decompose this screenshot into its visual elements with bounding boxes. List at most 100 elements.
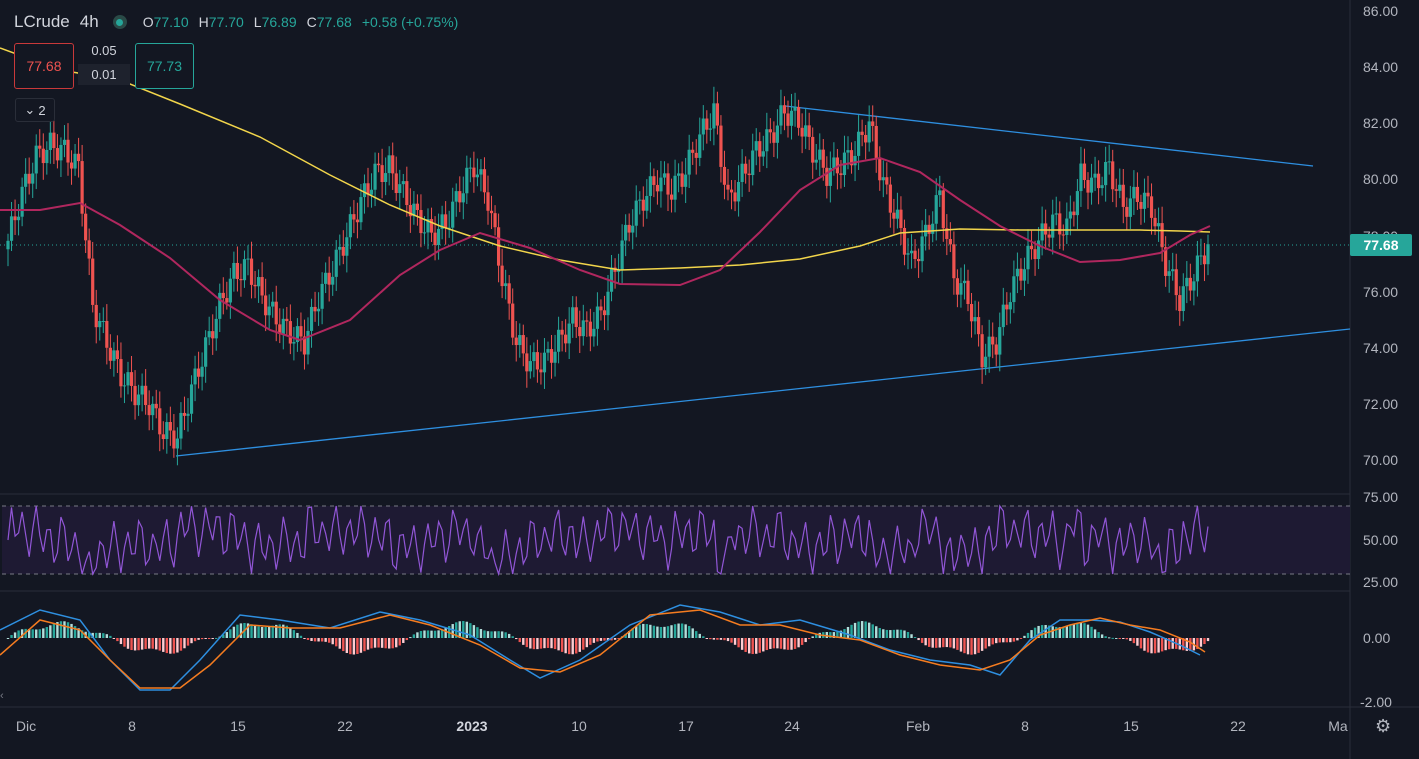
candle-body[interactable] xyxy=(239,278,243,281)
candle-body[interactable] xyxy=(306,330,310,355)
candle-body[interactable] xyxy=(235,262,240,279)
candle-body[interactable] xyxy=(80,161,84,214)
candle-body[interactable] xyxy=(620,240,624,270)
candle-body[interactable] xyxy=(161,434,165,440)
candle-body[interactable] xyxy=(66,139,70,163)
candle-body[interactable] xyxy=(1107,161,1111,163)
candle-body[interactable] xyxy=(327,272,331,285)
candle-body[interactable] xyxy=(581,320,585,337)
candle-body[interactable] xyxy=(299,326,303,337)
candle-body[interactable] xyxy=(1096,173,1101,189)
candle-body[interactable] xyxy=(708,128,712,130)
candle-body[interactable] xyxy=(585,320,589,322)
candle-body[interactable] xyxy=(878,158,882,181)
candle-body[interactable] xyxy=(1192,281,1196,291)
candle-body[interactable] xyxy=(705,118,709,130)
candle-body[interactable] xyxy=(1022,269,1027,281)
candle-body[interactable] xyxy=(87,240,91,259)
candle-body[interactable] xyxy=(535,352,540,370)
candle-body[interactable] xyxy=(920,236,924,262)
candle-body[interactable] xyxy=(256,277,261,287)
candle-body[interactable] xyxy=(902,227,907,255)
candle-body[interactable] xyxy=(20,186,24,217)
candle-body[interactable] xyxy=(1089,177,1094,193)
gear-icon[interactable]: ⚙ xyxy=(1375,716,1392,736)
candle-body[interactable] xyxy=(253,284,257,287)
candle-body[interactable] xyxy=(627,224,631,233)
candle-body[interactable] xyxy=(719,125,723,167)
candle-body[interactable] xyxy=(874,125,878,159)
candle-body[interactable] xyxy=(6,240,10,250)
candle-body[interactable] xyxy=(458,191,462,203)
candle-body[interactable] xyxy=(267,306,271,316)
candle-body[interactable] xyxy=(415,203,420,210)
candle-body[interactable] xyxy=(998,327,1002,355)
candle-body[interactable] xyxy=(1178,295,1182,312)
candle-body[interactable] xyxy=(1104,161,1108,186)
candle-body[interactable] xyxy=(994,344,998,355)
candle-body[interactable] xyxy=(945,228,949,239)
timeframe-label[interactable]: 4h xyxy=(79,12,99,31)
candle-body[interactable] xyxy=(151,403,155,416)
candle-body[interactable] xyxy=(966,280,970,305)
candle-body[interactable] xyxy=(62,139,67,145)
candle-body[interactable] xyxy=(927,224,931,234)
candle-body[interactable] xyxy=(676,173,681,176)
candle-body[interactable] xyxy=(1202,255,1207,265)
candles-group[interactable] xyxy=(6,86,1210,466)
candle-body[interactable] xyxy=(1068,211,1072,219)
candle-body[interactable] xyxy=(761,151,765,157)
candle-body[interactable] xyxy=(91,258,95,305)
candle-body[interactable] xyxy=(751,150,755,176)
candle-body[interactable] xyxy=(729,189,734,193)
candle-body[interactable] xyxy=(839,173,843,176)
candle-body[interactable] xyxy=(274,301,278,325)
candle-body[interactable] xyxy=(952,244,956,279)
candle-body[interactable] xyxy=(1033,249,1037,260)
candle-body[interactable] xyxy=(475,174,480,178)
candle-body[interactable] xyxy=(278,324,282,334)
candle-body[interactable] xyxy=(641,199,645,211)
candle-body[interactable] xyxy=(366,183,370,195)
candle-body[interactable] xyxy=(302,336,307,355)
candle-body[interactable] xyxy=(567,323,571,344)
candle-body[interactable] xyxy=(666,173,670,195)
candle-body[interactable] xyxy=(673,175,677,200)
candle-body[interactable] xyxy=(1058,213,1062,235)
candle-body[interactable] xyxy=(754,141,758,151)
candle-body[interactable] xyxy=(391,155,395,174)
candle-body[interactable] xyxy=(196,368,201,377)
candle-body[interactable] xyxy=(740,163,744,182)
candle-body[interactable] xyxy=(892,212,896,219)
candle-body[interactable] xyxy=(362,183,367,198)
candle-body[interactable] xyxy=(1061,234,1065,236)
candle-body[interactable] xyxy=(599,306,603,311)
candle-body[interactable] xyxy=(733,192,737,202)
candle-body[interactable] xyxy=(701,118,705,135)
candle-body[interactable] xyxy=(1181,286,1185,312)
candle-body[interactable] xyxy=(973,317,977,322)
candle-body[interactable] xyxy=(129,372,134,386)
candle-body[interactable] xyxy=(496,227,501,266)
candle-body[interactable] xyxy=(373,163,377,190)
candle-body[interactable] xyxy=(828,168,832,186)
candle-body[interactable] xyxy=(1199,255,1203,257)
candle-body[interactable] xyxy=(165,422,169,440)
candle-body[interactable] xyxy=(122,385,127,387)
candle-body[interactable] xyxy=(786,113,790,126)
candle-body[interactable] xyxy=(1044,223,1048,235)
candle-body[interactable] xyxy=(980,334,984,368)
symbol-name[interactable]: LCrude xyxy=(14,12,70,31)
candle-body[interactable] xyxy=(765,129,769,152)
candle-body[interactable] xyxy=(147,405,151,416)
candle-body[interactable] xyxy=(214,318,218,339)
candle-body[interactable] xyxy=(1153,217,1157,227)
candle-body[interactable] xyxy=(895,209,900,219)
candle-body[interactable] xyxy=(976,317,981,335)
candle-body[interactable] xyxy=(1171,269,1175,272)
candle-body[interactable] xyxy=(179,412,183,439)
candle-body[interactable] xyxy=(1132,186,1136,199)
candle-body[interactable] xyxy=(221,292,225,299)
candle-body[interactable] xyxy=(938,190,942,196)
